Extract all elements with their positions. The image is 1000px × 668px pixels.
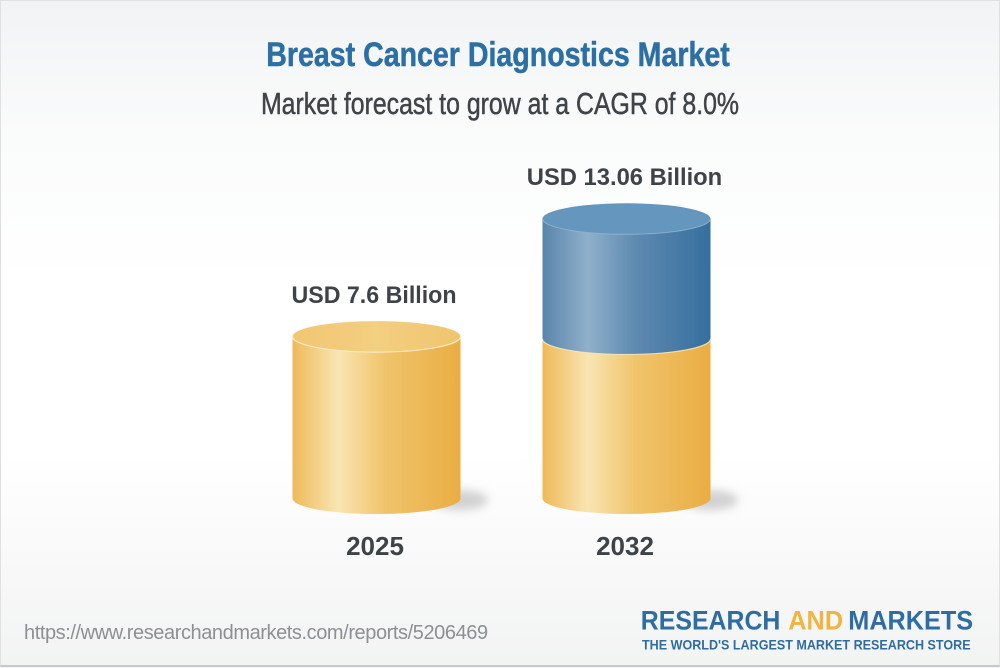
- svg-text:THE WORLD'S LARGEST MARKET RES: THE WORLD'S LARGEST MARKET RESEARCH STOR…: [642, 636, 971, 652]
- svg-text:RESEARCH: RESEARCH: [641, 606, 781, 636]
- svg-text:AND: AND: [788, 606, 843, 636]
- svg-text:MARKETS: MARKETS: [848, 606, 973, 636]
